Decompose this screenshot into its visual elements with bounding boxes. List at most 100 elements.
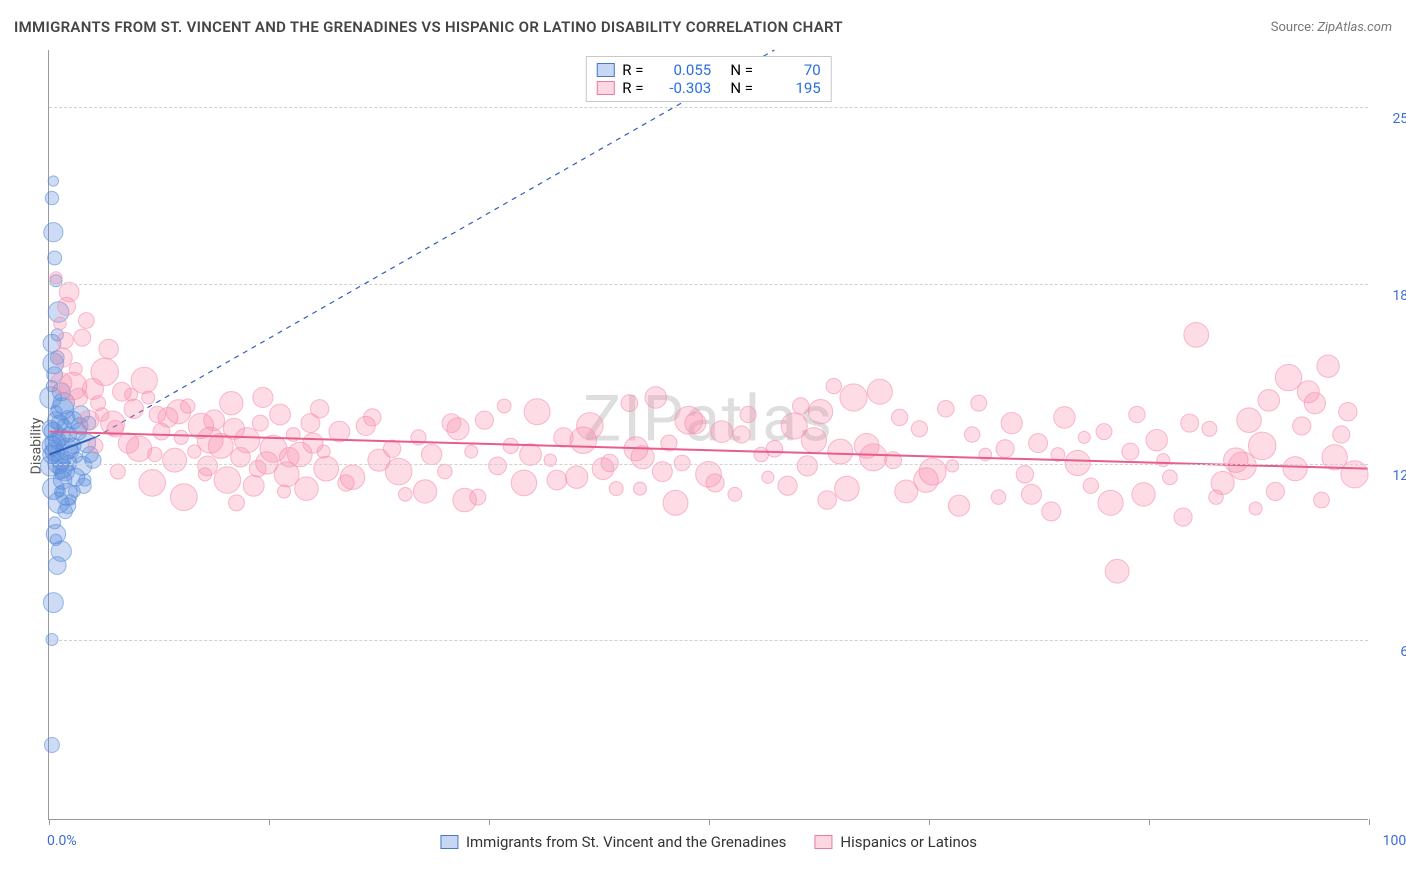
scatter-point — [59, 282, 79, 302]
scatter-point — [50, 272, 62, 284]
scatter-point — [991, 490, 1006, 505]
scatter-point — [301, 414, 320, 433]
scatter-point — [778, 476, 797, 495]
swatch-blue-icon — [596, 63, 614, 77]
scatter-point — [1016, 466, 1033, 483]
scatter-point — [1317, 355, 1339, 377]
swatch-pink-icon — [596, 81, 614, 95]
scatter-point — [383, 440, 400, 457]
scatter-point — [663, 490, 688, 515]
scatter-point — [964, 427, 979, 442]
scatter-point — [170, 484, 197, 511]
r-label: R = — [622, 61, 647, 79]
x-tick — [489, 819, 490, 825]
gridline — [49, 464, 1368, 465]
scatter-point — [149, 406, 166, 423]
x-tick — [1149, 819, 1150, 825]
legend-stats-row: R = 0.055 N = 70 — [596, 61, 820, 79]
scatter-point — [948, 495, 969, 516]
scatter-point — [1202, 421, 1217, 436]
legend-series: Immigrants from St. Vincent and the Gren… — [440, 833, 977, 851]
n-value: 70 — [765, 61, 821, 79]
scatter-point — [1054, 407, 1076, 429]
scatter-point — [547, 470, 567, 490]
scatter-point — [733, 426, 750, 443]
scatter-point — [1021, 484, 1041, 504]
scatter-point — [1283, 457, 1307, 481]
scatter-point — [91, 358, 119, 386]
scatter-point — [565, 466, 587, 488]
scatter-point — [570, 427, 597, 454]
scatter-point — [229, 495, 245, 511]
scatter-point — [1275, 364, 1301, 390]
scatter-point — [465, 445, 478, 458]
scatter-point — [51, 541, 71, 561]
gridline — [49, 107, 1368, 108]
x-tick — [929, 819, 930, 825]
scatter-point — [797, 456, 817, 476]
r-value: 0.055 — [655, 61, 711, 79]
scatter-point — [711, 421, 733, 443]
scatter-point — [56, 483, 78, 505]
scatter-point — [1098, 490, 1123, 515]
source: Source: ZipAtlas.com — [1271, 20, 1392, 35]
scatter-point — [51, 373, 72, 394]
scatter-point — [914, 468, 939, 493]
scatter-point — [99, 339, 119, 359]
scatter-point — [88, 438, 103, 453]
scatter-point — [1001, 413, 1022, 434]
scatter-point — [74, 329, 91, 346]
plot-area: ZIPatlas R = 0.055 N = 70 R = -0.303 N =… — [48, 50, 1368, 820]
scatter-svg — [49, 50, 1368, 819]
scatter-point — [1266, 482, 1284, 500]
scatter-point — [399, 488, 413, 502]
scatter-point — [1105, 559, 1129, 583]
scatter-point — [385, 458, 412, 485]
scatter-point — [53, 348, 72, 367]
scatter-point — [317, 445, 330, 458]
x-axis-min-label: 0.0% — [47, 833, 77, 849]
scatter-point — [142, 391, 155, 404]
scatter-point — [139, 470, 166, 497]
scatter-point — [633, 482, 646, 495]
y-tick-label: 6.3% — [1400, 644, 1406, 660]
scatter-point — [174, 430, 188, 444]
scatter-point — [1078, 431, 1090, 443]
scatter-point — [148, 447, 162, 461]
gridline — [49, 284, 1368, 285]
scatter-point — [828, 439, 853, 464]
x-tick — [269, 819, 270, 825]
scatter-point — [1341, 461, 1368, 488]
scatter-point — [1339, 403, 1357, 421]
scatter-point — [44, 738, 59, 753]
scatter-point — [971, 395, 987, 411]
scatter-point — [69, 362, 82, 375]
scatter-point — [524, 399, 550, 425]
scatter-point — [652, 462, 672, 482]
scatter-point — [860, 444, 887, 471]
scatter-point — [438, 464, 453, 479]
x-tick — [1369, 819, 1370, 825]
scatter-point — [826, 378, 841, 393]
x-axis-max-label: 100.0% — [1383, 833, 1406, 849]
scatter-point — [198, 468, 211, 481]
scatter-point — [45, 191, 58, 204]
scatter-point — [43, 593, 63, 613]
trend-projection — [95, 50, 774, 437]
n-label: N = — [719, 79, 757, 97]
scatter-point — [79, 474, 91, 486]
swatch-pink-icon — [814, 835, 832, 849]
scatter-point — [792, 398, 809, 415]
legend-stats: R = 0.055 N = 70 R = -0.303 N = 195 — [585, 56, 831, 102]
scatter-point — [253, 387, 273, 407]
scatter-point — [163, 448, 187, 472]
scatter-point — [314, 456, 339, 481]
scatter-point — [167, 400, 191, 424]
scatter-point — [489, 457, 507, 475]
legend-label: Immigrants from St. Vincent and the Gren… — [466, 833, 786, 851]
scatter-point — [1122, 443, 1139, 460]
scatter-point — [475, 411, 493, 429]
scatter-point — [44, 223, 63, 242]
scatter-point — [497, 399, 511, 413]
gridline — [49, 640, 1368, 641]
